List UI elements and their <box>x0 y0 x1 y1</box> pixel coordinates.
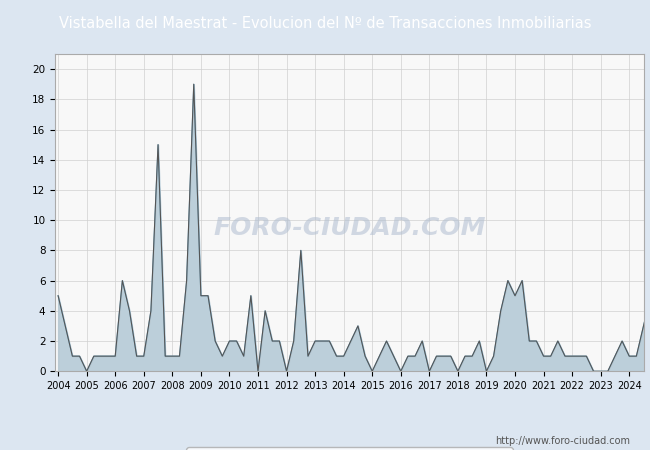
Legend: Viviendas Nuevas, Viviendas Usadas: Viviendas Nuevas, Viviendas Usadas <box>187 447 512 450</box>
Text: http://www.foro-ciudad.com: http://www.foro-ciudad.com <box>495 436 630 446</box>
Text: Vistabella del Maestrat - Evolucion del Nº de Transacciones Inmobiliarias: Vistabella del Maestrat - Evolucion del … <box>58 16 592 31</box>
Text: FORO-CIUDAD.COM: FORO-CIUDAD.COM <box>213 216 486 240</box>
